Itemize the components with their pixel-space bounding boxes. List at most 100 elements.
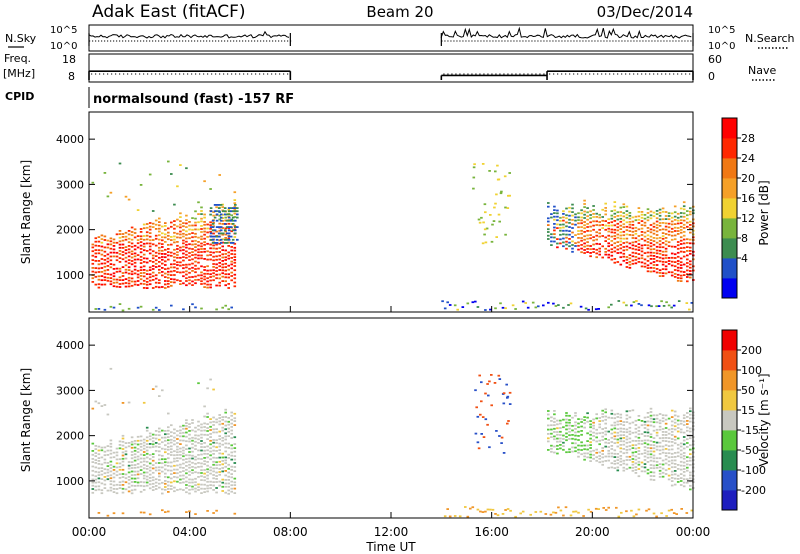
velocity-cell	[197, 428, 200, 431]
power-cell	[655, 237, 659, 240]
power-cell	[616, 248, 620, 251]
velocity-cell	[203, 422, 206, 425]
power-cell	[203, 237, 206, 240]
velocity-cell	[577, 422, 580, 425]
velocity-cell	[625, 438, 629, 441]
velocity-cell	[203, 405, 206, 408]
power-cell	[185, 226, 188, 228]
velocity-cell	[658, 425, 662, 428]
power-cell	[97, 249, 101, 252]
velocity-cell	[176, 445, 179, 448]
power-cell	[203, 282, 206, 285]
power-cell	[631, 234, 635, 237]
power-cell	[191, 224, 194, 227]
power-cell	[682, 231, 686, 233]
power-cell	[158, 282, 161, 284]
velocity-cell	[91, 458, 95, 460]
power-cell	[640, 238, 644, 240]
velocity-cell	[158, 458, 161, 461]
power-cell	[179, 226, 182, 229]
power-cell	[637, 228, 641, 231]
power-cell	[658, 211, 662, 214]
power-cell	[637, 207, 641, 209]
velocity-cell	[658, 466, 662, 469]
velocity-cell	[676, 427, 680, 429]
velocity-cell	[109, 489, 113, 492]
velocity-cell	[637, 419, 641, 421]
velocity-cell	[212, 489, 215, 491]
velocity-cell	[176, 472, 179, 475]
power-cell	[587, 308, 590, 311]
velocity-cell	[142, 460, 146, 463]
power-cell	[481, 242, 485, 245]
power-cell	[182, 225, 185, 228]
power-cell	[182, 252, 185, 255]
velocity-cell	[509, 509, 512, 512]
velocity-cell	[628, 441, 632, 444]
power-cell	[679, 277, 683, 280]
power-cell	[145, 287, 149, 289]
power-cell	[151, 261, 155, 263]
velocity-colorbar-frame	[721, 329, 738, 511]
power-cell	[571, 247, 574, 250]
power-colorbar-swatch-4	[722, 198, 737, 219]
power-cell	[182, 242, 185, 245]
velocity-cell	[139, 435, 143, 438]
velocity-cell	[151, 479, 155, 482]
velocity-cell	[221, 485, 224, 488]
velocity-cell	[133, 456, 137, 459]
velocity-cell	[559, 447, 562, 450]
power-cell	[649, 245, 653, 248]
velocity-cell	[139, 511, 143, 514]
velocity-cell	[130, 474, 134, 476]
velocity-cell	[550, 444, 553, 447]
velocity-cell	[233, 477, 237, 480]
velocity-cell	[453, 515, 457, 517]
velocity-cell	[188, 437, 191, 440]
power-cell	[212, 211, 215, 213]
velocity-cell	[676, 430, 680, 433]
velocity-cell	[670, 430, 674, 433]
velocity-cell	[130, 481, 134, 483]
power-cell	[652, 222, 656, 225]
power-cell	[197, 278, 200, 281]
velocity-cell	[103, 454, 107, 457]
power-cell	[139, 228, 143, 230]
power-cell	[231, 229, 235, 232]
velocity-cell	[121, 451, 125, 454]
velocity-cell	[670, 438, 674, 440]
power-cell	[577, 222, 580, 225]
velocity-cell	[230, 411, 233, 414]
velocity-cell	[577, 439, 580, 441]
velocity-cell	[200, 449, 203, 452]
velocity-cell	[151, 453, 155, 455]
velocity-cell	[218, 420, 221, 423]
velocity-cell	[227, 482, 230, 485]
power-cell	[628, 214, 632, 217]
power-cell	[673, 273, 677, 275]
power-cell	[592, 239, 595, 242]
velocity-cell	[148, 462, 152, 465]
velocity-cell	[136, 463, 140, 465]
power-cell	[610, 251, 614, 254]
power-cell	[200, 265, 203, 268]
velocity-cell	[154, 434, 158, 436]
power-colorbar-swatch-8	[722, 118, 737, 139]
power-cell	[200, 251, 203, 253]
power-cell	[197, 244, 200, 247]
power-cell	[182, 259, 185, 262]
velocity-cell	[200, 443, 203, 445]
velocity-cell	[646, 447, 650, 449]
velocity-cell	[154, 430, 158, 432]
velocity-cell	[182, 449, 185, 452]
velocity-cell	[607, 416, 610, 419]
velocity-cell	[109, 456, 113, 459]
power-cell	[94, 255, 98, 258]
power-cell	[97, 278, 101, 281]
velocity-cell	[506, 396, 509, 399]
velocity-cell	[112, 456, 116, 459]
power-cell	[91, 270, 95, 273]
power-cell	[154, 262, 158, 265]
power-cell	[224, 259, 227, 261]
velocity-colorbar-label-6: -100	[741, 464, 766, 477]
